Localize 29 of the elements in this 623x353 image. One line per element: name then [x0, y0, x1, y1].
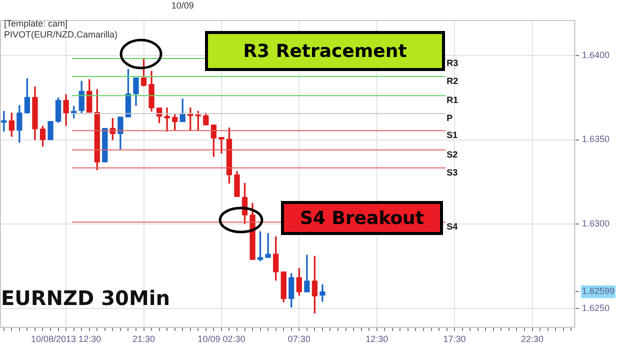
annotation: S4 Breakout — [300, 208, 424, 228]
ref-line-label: P — [446, 113, 453, 124]
y-tick-label: 1.6400 — [582, 50, 610, 60]
x-tick-label: 07:30 — [288, 334, 310, 344]
text: EURNZD 30Min — [1, 286, 170, 310]
y-tick-label: 1.6250 — [582, 302, 610, 313]
x-tick-label: 21:30 — [132, 334, 156, 344]
annotation: PIVOT(EUR/NZD,Camarilla) — [4, 29, 118, 40]
x-tick-label: 22:30 — [521, 334, 544, 344]
ref-line-label: S4 — [446, 222, 458, 232]
ref-line-label: R3 — [446, 58, 458, 68]
x-tick-label: 10/09 02:30 — [198, 334, 246, 344]
annotation: R3 Retracement — [243, 40, 407, 62]
ref-line-label: R1 — [446, 95, 458, 106]
callout-box: R3 Retracement — [205, 31, 445, 71]
x-tick-label: 17:30 — [443, 334, 466, 344]
text: 10/09 — [171, 0, 194, 10]
ref-line-label: S3 — [446, 167, 458, 178]
ref-line-label: S1 — [446, 130, 458, 140]
x-tick-label: 12:30 — [366, 334, 388, 344]
ref-line-label: S2 — [446, 149, 458, 160]
ref-line-label: R2 — [446, 76, 458, 86]
callout-box: S4 Breakout — [281, 201, 443, 235]
annotation: [Template: cam] — [4, 18, 68, 28]
x-tick-label: 10/08/2013 12:30 — [31, 334, 102, 344]
candlestick — [48, 121, 54, 140]
y-tick-label: 1.62599 — [582, 286, 615, 296]
y-tick-label: 1.6350 — [582, 134, 610, 144]
y-tick-label: 1.6300 — [582, 218, 610, 229]
